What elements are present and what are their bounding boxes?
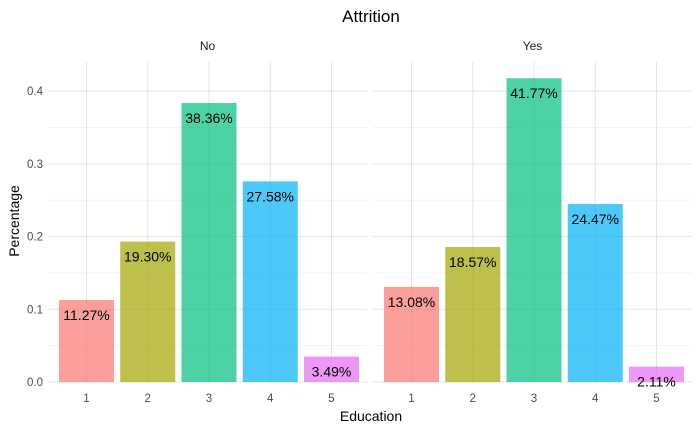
x-axis-label: Education — [340, 408, 402, 424]
chart-title: Attrition — [342, 7, 400, 26]
x-tick-label: 3 — [206, 393, 212, 405]
bar-no-education-3 — [181, 103, 237, 382]
x-tick-label: 4 — [267, 393, 274, 405]
bar-value-label: 38.36% — [185, 110, 232, 126]
x-tick-label: 2 — [470, 393, 476, 405]
x-tick-label: 5 — [328, 393, 334, 405]
x-tick-label: 1 — [83, 393, 89, 405]
y-tick-label: 0.0 — [27, 377, 43, 389]
bar-value-label: 24.47% — [572, 211, 619, 227]
facet-panel-no: No 11.27% 1 19.30% 2 38.36% 3 27.58% 4 3.49% 5 — [48, 39, 367, 405]
y-tick-label: 0.4 — [27, 86, 44, 98]
y-tick-label: 0.2 — [27, 232, 43, 244]
bar-yes-education-2 — [445, 246, 501, 382]
x-tick-label: 3 — [531, 393, 537, 405]
facet-panel-yes: Yes 13.08% 1 18.57% 2 41.77% 3 24.47% 4 2.11% 5 — [373, 39, 692, 405]
bar-yes-education-4 — [567, 204, 623, 382]
x-tick-label: 2 — [145, 393, 151, 405]
bar-value-label: 27.58% — [247, 188, 294, 204]
bar-value-label: 2.11% — [637, 374, 676, 390]
y-tick-label: 0.1 — [27, 304, 43, 316]
bar-yes-education-3 — [506, 78, 562, 382]
bar-no-education-1 — [59, 300, 114, 382]
x-tick-label: 4 — [592, 393, 599, 405]
x-tick-label: 1 — [408, 393, 414, 405]
bar-value-label: 13.08% — [388, 294, 435, 310]
bar-value-label: 18.57% — [449, 254, 496, 270]
bar-yes-education-1 — [384, 286, 439, 382]
y-tick-label: 0.3 — [27, 159, 43, 171]
facet-strip-label: No — [200, 39, 216, 53]
bar-yes-education-5 — [629, 366, 684, 382]
bar-value-label: 11.27% — [63, 307, 109, 323]
bar-no-education-5 — [304, 356, 359, 382]
bar-value-label: 41.77% — [510, 85, 557, 101]
y-axis-label: Percentage — [6, 185, 22, 257]
x-tick-label: 5 — [653, 393, 659, 405]
bar-value-label: 19.30% — [124, 249, 171, 265]
facet-panels: No 11.27% 1 19.30% 2 38.36% 3 27.58% 4 3.49% 5 Yes 1… — [48, 39, 692, 405]
y-axis-ticks: 0.0 0.1 0.2 0.3 0.4 — [27, 86, 44, 389]
bar-value-label: 3.49% — [312, 364, 352, 380]
bar-no-education-2 — [120, 241, 176, 382]
facet-strip-label: Yes — [523, 39, 543, 53]
bar-no-education-4 — [242, 181, 298, 382]
